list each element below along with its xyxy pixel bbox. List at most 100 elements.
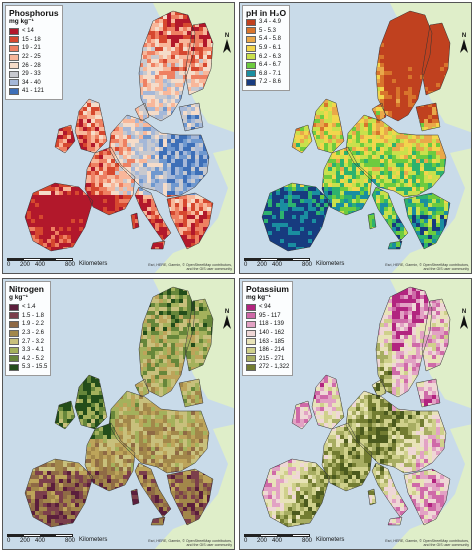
scale-unit: Kilometers [316, 261, 345, 267]
legend-swatch [9, 36, 19, 44]
legend-label: 2.3 - 2.6 [22, 330, 45, 337]
country-border-balkans [166, 192, 214, 250]
country-border-finland [421, 22, 451, 96]
country-border-norway-sweden [138, 10, 196, 122]
legend-swatch [246, 312, 256, 320]
north-label: N [224, 33, 230, 39]
legend-label: 2.7 - 3.2 [22, 338, 45, 345]
legend-unit: mg kg⁻¹ [9, 18, 34, 25]
legend-swatch [246, 346, 256, 354]
non-eu-land [391, 424, 471, 549]
legend-swatch [9, 53, 19, 61]
legend-item: 215 - 271 [246, 355, 289, 364]
legend-swatch [9, 329, 19, 337]
north-label: N [461, 33, 467, 39]
legend-swatch [9, 312, 19, 320]
legend-item: 186 - 214 [246, 346, 289, 355]
legend-swatch [9, 303, 19, 311]
country-border-uk [74, 98, 108, 154]
legend-item: 2.7 - 3.2 [9, 337, 47, 346]
non-eu-land [154, 424, 234, 549]
legend-swatch [246, 338, 256, 346]
legend-swatch [246, 44, 256, 52]
scale-tick: 200 [20, 262, 31, 268]
map-credit: Esri, HERE, Garmin, © OpenStreetMap cont… [148, 262, 232, 271]
legend-item: 15 - 18 [9, 36, 59, 45]
legend-swatch [246, 303, 256, 311]
country-border-baltics [415, 102, 441, 132]
legend-label: 6.8 - 7.1 [259, 70, 282, 77]
north-arrow-icon: N [460, 33, 468, 55]
country-border-central [108, 390, 210, 474]
legend-label: 7.2 - 8.6 [259, 79, 282, 86]
country-border-iberia [24, 182, 94, 252]
country-border-france [84, 422, 136, 492]
legend-item: 5 - 5.3 [246, 27, 286, 36]
legend-swatch [9, 27, 19, 35]
legend-label: 34 - 40 [22, 79, 41, 86]
scale-tick: 200 [20, 538, 31, 544]
legend-item: 3.4 - 4.9 [246, 18, 286, 27]
country-border-finland [184, 298, 214, 372]
country-border-baltics [415, 378, 441, 408]
legend-item: 7.2 - 8.6 [246, 78, 286, 87]
country-border-iberia [261, 458, 331, 528]
legend-swatch [246, 329, 256, 337]
legend-swatch [246, 53, 256, 61]
legend-item: 34 - 40 [9, 79, 59, 88]
legend-unit: g kg⁻¹ [9, 294, 28, 301]
scale-tick: 0 [244, 262, 248, 268]
scale-tick: 400 [35, 538, 46, 544]
legend-label: 26 - 28 [22, 62, 41, 69]
legend-label: 3.3 - 4.1 [22, 347, 45, 354]
legend-swatch [246, 18, 256, 26]
country-border-denmark [371, 102, 387, 122]
nitrogen-map-panel: Nitrogen g kg⁻¹ < 1.4 1.5 - 1.8 1.9 - 2.2 2… [2, 278, 235, 550]
legend-label: 215 - 271 [259, 355, 285, 362]
legend-item: 272 - 1,322 [246, 363, 289, 372]
country-border-denmark [371, 378, 387, 398]
country-border-finland [184, 22, 214, 96]
country-border-central [345, 390, 447, 474]
scale-tick: 0 [7, 262, 11, 268]
legend-item: < 14 [9, 27, 59, 36]
map-credit: Esri, HERE, Garmin, © OpenStreetMap cont… [385, 262, 469, 271]
country-border-sicily [150, 240, 166, 250]
phosphorus-legend: Phosphorus mg kg⁻¹ < 14 15 - 18 19 - 21 22 … [5, 5, 63, 100]
country-border-sicily [387, 240, 403, 250]
country-border-baltics [178, 378, 204, 408]
country-border-italy [371, 462, 409, 518]
legend-label: 15 - 18 [22, 36, 41, 43]
scale-tick: 400 [272, 262, 283, 268]
country-border-sardinia [130, 488, 140, 506]
legend-label: < 1.4 [22, 304, 36, 311]
legend-swatch [246, 35, 256, 43]
potassium-map-panel: Potassium mg kg⁻¹ < 94 95 - 117 118 - 139 1… [239, 278, 472, 550]
country-border-iberia [261, 182, 331, 252]
legend-swatch [9, 320, 19, 328]
country-border-baltics [178, 102, 204, 132]
country-border-france [321, 146, 373, 216]
legend-item: 5.3 - 15.5 [9, 363, 47, 372]
legend-swatch [246, 27, 256, 35]
country-border-norway-sweden [138, 286, 196, 398]
map-credit: Esri, HERE, Garmin, © OpenStreetMap cont… [385, 538, 469, 547]
legend-swatch [246, 363, 256, 371]
country-border-sicily [387, 516, 403, 526]
legend-item: 29 - 33 [9, 70, 59, 79]
north-label: N [461, 309, 467, 315]
country-border-italy [134, 462, 172, 518]
non-eu-land [154, 148, 234, 273]
legend-item: 4.2 - 5.2 [9, 355, 47, 364]
legend-item: 6.8 - 7.1 [246, 70, 286, 79]
legend-label: 118 - 139 [259, 321, 284, 328]
scale-unit: Kilometers [316, 537, 345, 543]
legend-label: 5.4 - 5.8 [259, 36, 282, 43]
country-border-central [345, 114, 447, 198]
country-border-france [84, 146, 136, 216]
legend-title: Potassium [246, 284, 289, 294]
legend-item: < 94 [246, 303, 289, 312]
ph-legend: pH in H₂O 3.4 - 4.9 5 - 5.3 5.4 - 5.8 5.9 -… [242, 5, 291, 91]
legend-item: 6.2 - 6.3 [246, 52, 286, 61]
